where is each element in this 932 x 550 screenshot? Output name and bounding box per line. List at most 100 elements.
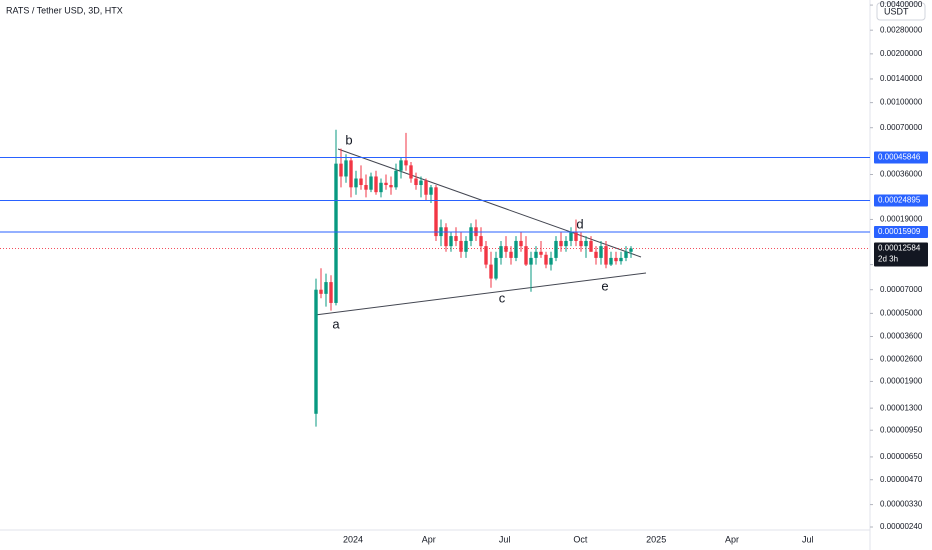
candle-body <box>549 257 553 265</box>
candle-body <box>484 246 488 265</box>
wave-label: e <box>601 278 608 293</box>
candle-body <box>544 254 548 265</box>
y-tick-label: 0.00400000 <box>880 0 923 9</box>
level-label-box <box>874 151 928 164</box>
candle-body <box>399 160 403 171</box>
y-tick-label: 0.00002600 <box>880 354 923 363</box>
y-tick-label: 0.00000240 <box>880 522 923 531</box>
countdown-label: 2d 3h <box>878 255 898 264</box>
y-tick-label: 0.00000650 <box>880 452 923 461</box>
candle-body <box>334 163 338 303</box>
wave-label: a <box>332 316 340 331</box>
lower-trendline <box>314 272 647 316</box>
candle-body <box>479 236 483 247</box>
candle-body <box>384 182 388 186</box>
currency-label: USDT <box>884 6 909 16</box>
candle-body <box>584 240 588 247</box>
candle-body <box>524 246 528 265</box>
candle-body <box>554 240 558 258</box>
y-tick-label: 0.00100000 <box>880 98 923 107</box>
x-tick-label: Jul <box>802 534 814 544</box>
chart-title: RATS / Tether USD, 3D, HTX <box>6 5 123 15</box>
y-tick-label: 0.00001300 <box>880 403 923 412</box>
candle-body <box>569 231 573 241</box>
y-tick-label: 0.00036000 <box>880 170 923 179</box>
candle-body <box>374 176 378 193</box>
x-tick-label: 2024 <box>343 534 363 544</box>
candle-body <box>389 185 393 188</box>
last-price-label: 0.00012584 <box>878 244 921 253</box>
candle-body <box>559 240 563 247</box>
y-tick-label: 0.00003600 <box>880 332 923 341</box>
wave-label: c <box>499 290 506 305</box>
candle-body <box>404 160 408 166</box>
level-label: 0.00024895 <box>878 196 921 205</box>
y-tick-label: 0.00280000 <box>880 25 923 34</box>
candle-body <box>354 178 358 188</box>
candle-body <box>454 236 458 241</box>
candle-body <box>594 251 598 258</box>
candle-body <box>574 231 578 241</box>
candle-body <box>529 257 533 265</box>
x-tick-label: Apr <box>422 534 436 544</box>
candle-body <box>329 282 333 303</box>
x-tick-label: 2025 <box>646 534 666 544</box>
wave-label: d <box>576 216 583 231</box>
candle-body <box>464 240 468 252</box>
last-price-box <box>874 242 928 267</box>
candle-body <box>509 251 513 258</box>
candle-body <box>449 236 453 247</box>
y-tick-label: 0.00000330 <box>880 500 923 509</box>
y-tick-label: 0.00001900 <box>880 377 923 386</box>
x-tick-label: Apr <box>725 534 739 544</box>
level-label: 0.00045846 <box>878 153 921 162</box>
candle-body <box>359 178 363 186</box>
candle-body <box>409 165 413 179</box>
level-label-box <box>874 225 928 238</box>
candle-body <box>369 176 373 190</box>
candle-body <box>494 257 498 279</box>
candle-body <box>629 248 633 252</box>
candle-body <box>379 182 383 193</box>
candle-body <box>444 227 448 247</box>
candle-body <box>469 227 473 241</box>
y-tick-label: 0.00005000 <box>880 308 923 317</box>
candle-body <box>619 257 623 262</box>
y-tick-label: 0.00007000 <box>880 285 923 294</box>
x-tick-label: Oct <box>573 534 588 544</box>
candle-body <box>434 187 438 237</box>
candle-body <box>419 180 423 186</box>
y-tick-label: 0.00200000 <box>880 49 923 58</box>
candle-body <box>599 246 603 258</box>
y-tick-label: 0.00070000 <box>880 123 923 132</box>
candle-body <box>489 264 493 279</box>
candle-body <box>424 180 428 195</box>
x-tick-label: Jul <box>499 534 511 544</box>
y-tick-label: 0.00000470 <box>880 475 923 484</box>
candle-body <box>364 185 368 190</box>
candle-body <box>499 246 503 258</box>
candle-body <box>504 246 508 252</box>
candle-body <box>339 163 343 177</box>
candle-body <box>604 246 608 265</box>
candle-body <box>344 160 348 177</box>
candle-body <box>414 178 418 186</box>
currency-button[interactable] <box>876 2 926 21</box>
candle-body <box>519 240 523 247</box>
candle-body <box>429 187 433 195</box>
candle-body <box>314 289 318 414</box>
y-tick-label: 0.00019000 <box>880 215 923 224</box>
y-tick-label: 0.00140000 <box>880 74 923 83</box>
y-tick-label: 0.00000950 <box>880 425 923 434</box>
candle-body <box>324 282 328 294</box>
candle-body <box>539 251 543 255</box>
candle-body <box>564 240 568 247</box>
candle-body <box>589 240 593 252</box>
candle-body <box>609 257 613 265</box>
candle-body <box>514 240 518 258</box>
candle-body <box>579 240 583 247</box>
candle-body <box>534 251 538 258</box>
candle-body <box>319 289 323 294</box>
